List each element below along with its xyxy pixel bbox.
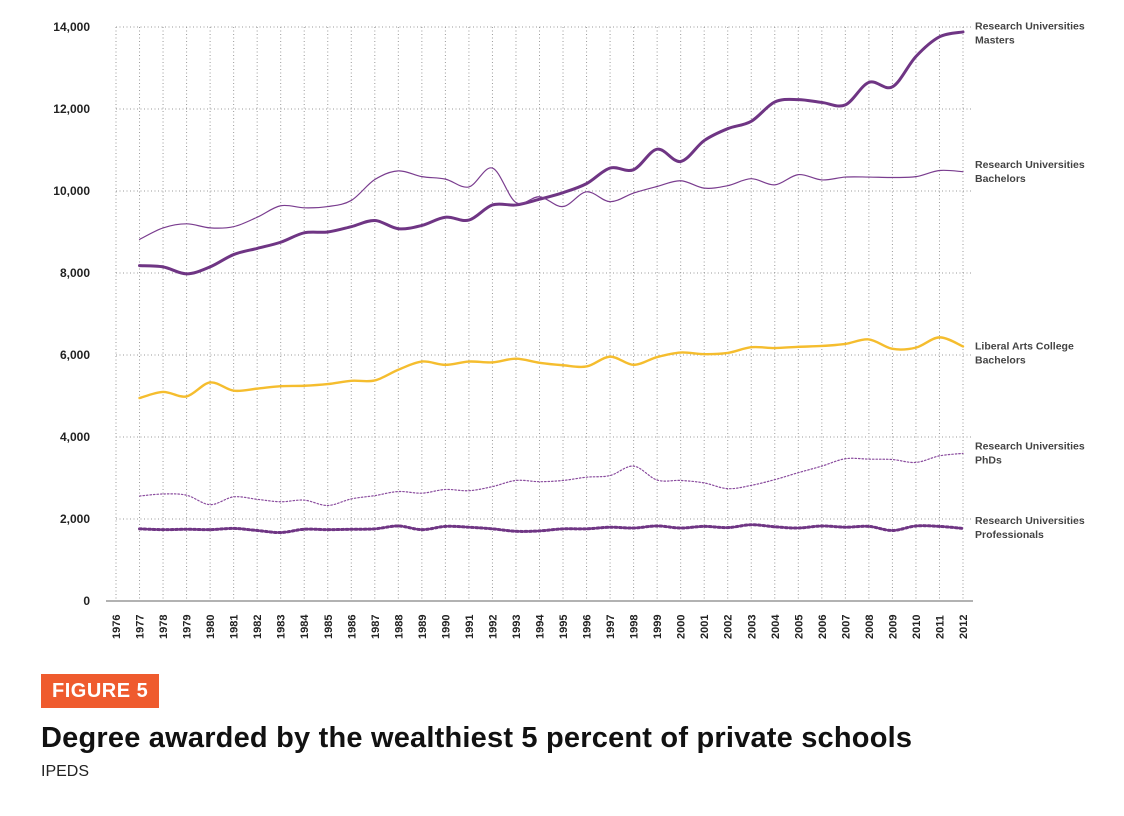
x-tick-label: 1984	[299, 614, 311, 639]
x-tick-label: 2007	[840, 615, 852, 639]
y-tick-label: 14,000	[53, 20, 90, 34]
series-label-0: Masters	[975, 34, 1015, 46]
x-tick-label: 1981	[229, 615, 241, 639]
x-tick-label: 1992	[487, 615, 499, 639]
axis-layer: 0 2,000 4,000 6,000 8,000 10,000 12,000 14,000 1…	[53, 20, 973, 639]
x-tick-label: 2009	[887, 615, 899, 639]
figure-number-badge: FIGURE 5	[41, 674, 160, 708]
series-label-0: Research Universities	[975, 20, 1085, 32]
series-label-1: Research Universities	[975, 159, 1085, 171]
x-tick-label: 2008	[864, 615, 876, 639]
line-chart: 0 2,000 4,000 6,000 8,000 10,000 12,000 14,000 1…	[53, 20, 1085, 639]
x-tick-label: 2012	[958, 615, 970, 639]
x-tick-label: 1989	[417, 615, 429, 639]
x-tick-label: 1978	[158, 615, 170, 639]
x-tick-label: 2001	[699, 615, 711, 639]
x-tick-label: 1997	[605, 615, 617, 639]
x-tick-label: 1990	[440, 615, 452, 639]
x-tick-label: 1999	[652, 615, 664, 639]
series-label-2: Liberal Arts College	[975, 340, 1074, 352]
chart-canvas: 0 2,000 4,000 6,000 8,000 10,000 12,000 14,000 1…	[53, 20, 1085, 639]
y-tick-label: 8,000	[60, 266, 90, 280]
y-tick-label: 0	[83, 594, 90, 608]
x-tick-label: 1994	[535, 614, 547, 639]
x-tick-label: 1980	[205, 615, 217, 639]
series-layer	[138, 30, 965, 535]
y-tick-label: 6,000	[60, 348, 90, 362]
series-label-2: Bachelors	[975, 354, 1026, 366]
series-label-3: Research Universities	[975, 440, 1085, 452]
x-tick-label: 2006	[817, 615, 829, 639]
x-tick-label: 1996	[582, 615, 594, 639]
x-tick-label: 1987	[370, 615, 382, 639]
x-tick-label: 2005	[793, 615, 805, 639]
y-tick-label: 2,000	[60, 512, 90, 526]
x-tick-label: 2000	[676, 615, 688, 639]
figure-source: IPEDS	[41, 763, 90, 780]
x-tick-label: 2011	[934, 615, 946, 639]
x-tick-label: 1986	[346, 615, 358, 639]
x-tick-label: 1993	[511, 615, 523, 639]
series-line-3	[138, 452, 964, 507]
series-line-0	[138, 30, 965, 276]
x-tick-label: 2002	[723, 615, 735, 639]
series-label-4: Professionals	[975, 529, 1044, 541]
x-tick-label: 1998	[629, 615, 641, 639]
series-label-layer: Research Universities Masters Research Uni…	[975, 20, 1085, 540]
figure-title: Degree awarded by the wealthiest 5 perce…	[41, 722, 913, 754]
x-tick-label: 1985	[323, 615, 335, 639]
x-tick-label: 2004	[770, 614, 782, 639]
x-tick-label: 1979	[182, 615, 194, 639]
y-tick-label: 4,000	[60, 430, 90, 444]
x-tick-label: 1991	[464, 615, 476, 639]
x-tick-label: 2010	[911, 615, 923, 639]
y-tick-label: 10,000	[53, 184, 90, 198]
x-tick-label: 1983	[276, 615, 288, 639]
y-tick-label: 12,000	[53, 102, 90, 116]
x-tick-label: 1976	[111, 615, 123, 639]
figure-caption: FIGURE 5 Degree awarded by the wealthies…	[41, 674, 912, 781]
grid-layer	[115, 26, 971, 601]
series-label-4: Research Universities	[975, 515, 1085, 527]
series-line-4	[138, 523, 965, 535]
series-label-3: PhDs	[975, 454, 1002, 466]
x-tick-label: 1982	[252, 615, 264, 639]
x-tick-label: 1995	[558, 615, 570, 639]
x-tick-label: 1988	[393, 615, 405, 639]
series-label-1: Bachelors	[975, 173, 1026, 185]
series-line-2	[138, 336, 965, 400]
x-tick-label: 1977	[135, 615, 147, 639]
series-line-1	[138, 167, 964, 240]
x-tick-label: 2003	[746, 615, 758, 639]
